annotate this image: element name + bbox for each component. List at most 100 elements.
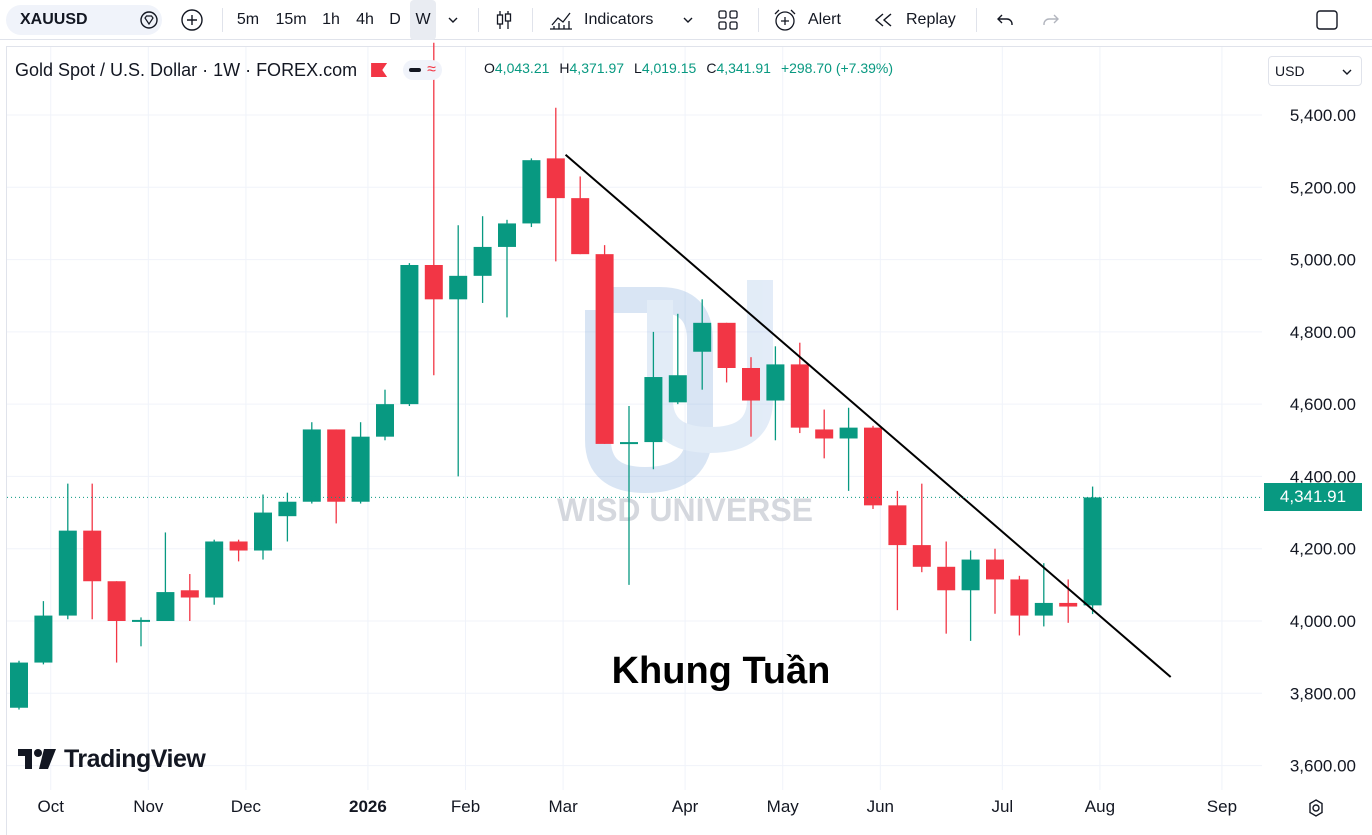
timeframe-4h[interactable]: 4h (356, 11, 374, 28)
chart-pane[interactable] (6, 46, 1372, 835)
candle-body (742, 368, 760, 401)
candle-body (693, 322, 712, 352)
candle (449, 225, 468, 477)
candle (717, 322, 736, 383)
candle-body (132, 619, 150, 622)
candle (912, 483, 931, 573)
indicators-button[interactable]: Indicators (548, 0, 666, 40)
low-label: L (634, 60, 642, 76)
timeframe-dropdown[interactable] (442, 0, 464, 40)
candle (986, 548, 1004, 614)
candle-body (790, 364, 809, 428)
candle (766, 346, 785, 441)
candle-body (58, 530, 77, 616)
candle-body (620, 442, 638, 445)
chart-legend: Gold Spot / U.S. Dollar · 1W · FOREX.com… (15, 58, 442, 82)
candle (937, 541, 956, 634)
time-tick-label: Aug (1085, 797, 1115, 816)
symbol-search[interactable]: XAUUSD (6, 5, 162, 35)
price-axis[interactable]: 5,400.00 5,200.00 5,000.00 4,800.00 4,600.00… (1290, 106, 1356, 776)
add-symbol-button[interactable] (178, 0, 206, 40)
replay-button[interactable]: Replay (872, 0, 960, 40)
candle-body (180, 590, 199, 598)
undo-button[interactable] (990, 0, 1020, 40)
square-icon (1316, 10, 1338, 30)
candle-body (449, 275, 468, 300)
candle (132, 617, 150, 647)
timeframe-d[interactable]: D (389, 11, 401, 28)
replay-label: Replay (906, 11, 956, 28)
candle (473, 216, 492, 303)
timeframe-15m[interactable]: 15m (275, 11, 307, 28)
candle-body (717, 322, 736, 368)
candle (571, 176, 590, 255)
candle-body (864, 427, 882, 506)
candle (156, 532, 175, 621)
candle-body (83, 530, 102, 582)
candle (424, 42, 443, 376)
low-value: 4,019.15 (641, 60, 697, 76)
candle-body (302, 429, 321, 502)
alarm-clock-icon (774, 9, 796, 31)
timeframe-1h[interactable]: 1h (322, 11, 340, 28)
high-label: H (559, 60, 570, 76)
layouts-button[interactable] (714, 0, 742, 40)
time-tick-label: Mar (548, 797, 578, 816)
candles (10, 42, 1102, 710)
candle (1034, 563, 1053, 627)
candle-body (498, 223, 516, 247)
candle-body (595, 254, 614, 444)
candle (864, 425, 882, 509)
candle (376, 389, 394, 441)
candle (1083, 486, 1102, 615)
candle (254, 494, 272, 560)
fullscreen-button[interactable] (1310, 0, 1344, 40)
axis-settings-button[interactable] (1304, 796, 1328, 820)
indicators-icon (550, 12, 572, 30)
candle-body (815, 429, 834, 439)
open-value: 4,043.21 (494, 60, 550, 76)
price-tick-label: 4,000.00 (1290, 612, 1356, 631)
brand-name: TradingView (64, 744, 206, 773)
plus-circle-icon (181, 9, 203, 31)
timeframe-5m[interactable]: 5m (236, 11, 260, 28)
alert-label: Alert (808, 11, 841, 28)
candle-body (156, 592, 175, 621)
candle-body (400, 264, 419, 405)
chart-type-button[interactable] (490, 0, 518, 40)
candle (742, 357, 760, 437)
candle (180, 574, 199, 621)
trendline[interactable] (564, 154, 1172, 678)
time-tick-label: Dec (231, 797, 262, 816)
indicators-dropdown[interactable] (678, 0, 698, 40)
time-axis[interactable]: Oct Nov Dec 2026 Feb Mar Apr May Jun Jul Aug Sep (37, 797, 1237, 816)
price-tick-label: 4,400.00 (1290, 467, 1356, 486)
chevron-down-icon (683, 17, 693, 23)
candles-icon (496, 11, 512, 29)
diamond-icon[interactable] (140, 11, 158, 29)
time-tick-label: May (767, 797, 800, 816)
time-tick-label: Jul (991, 797, 1013, 816)
time-tick-label: Nov (133, 797, 164, 816)
candle-body (327, 429, 346, 502)
time-tick-label: Oct (37, 797, 64, 816)
divider (532, 8, 533, 32)
candle-body (546, 158, 565, 199)
candle-body (961, 559, 980, 591)
redo-button[interactable] (1036, 0, 1066, 40)
candle (400, 263, 419, 406)
divider (478, 8, 479, 32)
tradingview-logo[interactable]: TradingView (18, 744, 206, 774)
flag-icon (371, 63, 388, 77)
candle (10, 660, 28, 710)
grid-icon (718, 10, 738, 30)
timeframe-w[interactable]: W (410, 0, 436, 40)
alert-button[interactable]: Alert (772, 0, 850, 40)
candle (34, 601, 53, 665)
legend-toggle[interactable]: ≈ (403, 60, 442, 80)
symbol-title[interactable]: Gold Spot / U.S. Dollar · 1W · FOREX.com (15, 59, 358, 80)
currency-select[interactable]: USD (1268, 56, 1362, 86)
candle-body (34, 615, 53, 663)
price-tick-label: 4,600.00 (1290, 395, 1356, 414)
